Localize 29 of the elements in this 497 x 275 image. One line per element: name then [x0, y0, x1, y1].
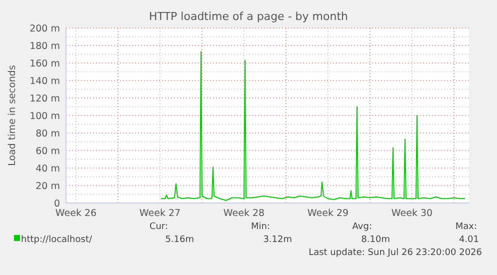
text: 4.01	[458, 235, 479, 245]
y-tick-label: 80 m	[36, 128, 60, 140]
y-tick-label: 180 m	[30, 40, 60, 52]
chart-title: HTTP loadtime of a page - by month	[149, 10, 348, 23]
y-tick-label: 200 m	[30, 23, 60, 34]
text: Min:	[250, 222, 270, 232]
x-tick-label: Week 30	[391, 208, 433, 219]
y-tick-label: 60 m	[36, 146, 60, 157]
text: 3.12m	[263, 235, 292, 245]
text: Avg:	[352, 222, 372, 232]
y-tick-label: 160 m	[30, 58, 60, 70]
legend-label: http://localhost/	[21, 235, 93, 245]
y-tick-label: 40 m	[36, 163, 60, 174]
text: Max:	[455, 222, 477, 232]
y-tick-label: 20 m	[36, 180, 60, 192]
text: 5.16m	[165, 235, 194, 245]
x-tick-label: Week 27	[139, 208, 181, 219]
x-tick-label: Week 26	[55, 208, 97, 219]
line-series	[160, 51, 466, 201]
x-tick-label: Week 28	[223, 208, 265, 219]
y-tick-label: 0	[54, 198, 60, 210]
y-tick-label: 120 m	[30, 93, 60, 104]
y-tick-label: 100 m	[30, 110, 60, 122]
x-tick-label: Week 29	[307, 208, 349, 219]
y-axis-title: Load time in seconds	[7, 65, 18, 166]
text: Last update: Sun Jul 26 23:20:00 2026	[308, 248, 482, 258]
y-tick-label: 140 m	[30, 76, 60, 87]
text: Cur:	[149, 222, 168, 232]
text: 8.10m	[361, 235, 390, 245]
